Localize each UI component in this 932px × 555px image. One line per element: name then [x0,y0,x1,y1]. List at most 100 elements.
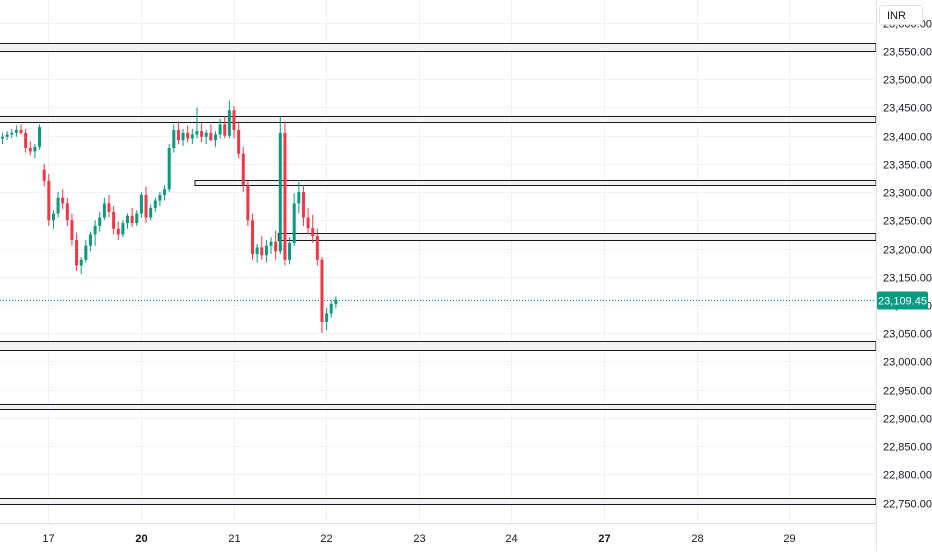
candle[interactable] [102,197,106,221]
candle[interactable] [126,213,130,229]
candle[interactable] [121,220,125,238]
candle[interactable] [315,228,319,266]
time-axis[interactable]: 17 20 21 22 23 24 27 28 29 [0,523,876,546]
candle[interactable] [84,240,88,263]
zone-box[interactable] [0,404,877,410]
candle[interactable] [186,125,190,143]
candle[interactable] [232,106,236,139]
last-price-layer: 23,109.45 [877,291,928,310]
candle-body [218,124,222,135]
candle[interactable] [325,307,329,331]
candle[interactable] [172,124,176,153]
candle[interactable] [269,237,273,255]
price-axis[interactable]: 23,600.0023,550.0023,500.0023,450.0023,4… [876,0,932,550]
candle-body [195,131,199,135]
candle[interactable] [181,128,185,146]
candle[interactable] [297,181,301,214]
candle[interactable] [135,210,139,226]
candle[interactable] [42,163,46,187]
candle-body [88,234,92,246]
candle[interactable] [93,220,97,246]
candle[interactable] [5,131,9,141]
candle[interactable] [255,244,259,263]
candle[interactable] [112,206,116,235]
candle[interactable] [130,207,134,228]
candle-body [172,130,176,149]
candle-body [227,110,231,136]
zone-box[interactable] [0,43,877,52]
candle[interactable] [213,131,217,147]
candle[interactable] [19,124,23,135]
candle[interactable] [116,221,120,241]
candle[interactable] [61,189,65,210]
candle[interactable] [70,213,74,246]
zone-box[interactable] [0,116,877,123]
candle[interactable] [209,124,213,142]
candle[interactable] [195,107,199,139]
candle[interactable] [24,128,28,153]
candle[interactable] [176,121,180,145]
candle[interactable] [204,130,208,145]
candle[interactable] [88,231,92,252]
candle[interactable] [167,144,171,193]
candle[interactable] [306,207,310,235]
candle[interactable] [153,197,157,212]
candle[interactable] [264,240,268,263]
candle[interactable] [47,174,51,226]
candle[interactable] [251,213,255,260]
candle[interactable] [278,115,282,255]
candle[interactable] [288,237,292,265]
candle[interactable] [51,210,55,229]
candle[interactable] [320,257,324,334]
candle[interactable] [14,125,18,137]
candle[interactable] [139,192,143,218]
candle[interactable] [28,141,32,156]
candle-layer[interactable] [1,100,338,334]
zone-box[interactable] [194,180,877,186]
candle[interactable] [33,144,37,159]
currency-badge[interactable]: INR [879,5,923,25]
candle[interactable] [38,124,42,150]
candle-body [75,240,79,266]
candle-body [278,132,282,252]
candle[interactable] [149,204,153,221]
x-tick-label: 22 [320,533,332,545]
candle[interactable] [283,121,287,266]
candle[interactable] [301,185,305,226]
candle[interactable] [218,118,222,139]
candle-body [61,197,65,204]
candle[interactable] [274,230,278,260]
candle[interactable] [246,179,250,226]
candle[interactable] [144,186,148,224]
candle[interactable] [329,300,333,318]
candle[interactable] [65,197,69,226]
candle[interactable] [163,185,167,201]
candle[interactable] [190,128,194,145]
candle[interactable] [237,121,241,159]
candle[interactable] [10,128,14,138]
zone-box[interactable] [0,498,877,505]
candle[interactable] [227,100,231,139]
x-tick-label: 27 [598,533,610,545]
candle[interactable] [260,236,264,260]
zone-box[interactable] [277,233,877,241]
candle[interactable] [292,193,296,246]
candle[interactable] [56,192,60,218]
candle[interactable] [241,146,245,193]
candle[interactable] [98,211,102,232]
candle[interactable] [79,257,83,274]
candle[interactable] [107,194,111,218]
candle[interactable] [75,232,79,272]
candle-body [311,228,315,237]
zone-box[interactable] [0,341,877,351]
candle[interactable] [334,296,338,309]
candle[interactable] [158,192,162,207]
candle[interactable] [200,123,204,143]
candle-body [264,245,268,256]
candle-body [116,228,120,235]
candle[interactable] [1,132,4,145]
candle[interactable] [311,214,315,243]
candle[interactable] [223,115,227,139]
